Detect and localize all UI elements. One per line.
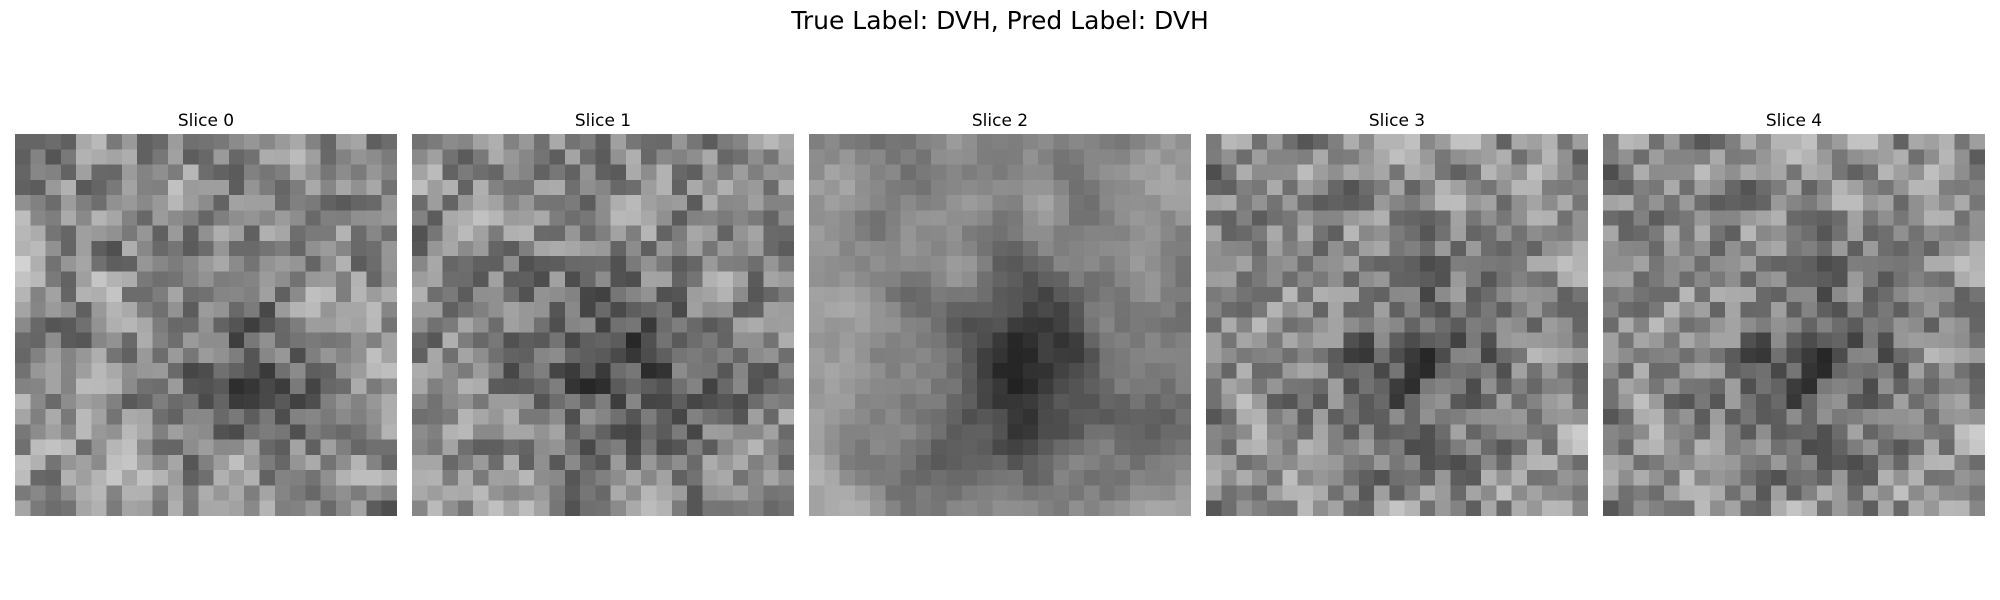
slice-panel-4: Slice 4 (1603, 108, 1985, 516)
slice-panel-1: Slice 1 (412, 108, 794, 516)
slice-title: Slice 4 (1765, 111, 1823, 131)
slice-image (1603, 134, 1985, 516)
slice-panel-2: Slice 2 (809, 108, 1191, 516)
slice-title: Slice 0 (177, 111, 235, 131)
slice-title: Slice 2 (971, 111, 1029, 131)
slice-panel-3: Slice 3 (1206, 108, 1588, 516)
slice-panel-0: Slice 0 (15, 108, 397, 516)
slice-title: Slice 3 (1368, 111, 1426, 131)
slice-image (1206, 134, 1588, 516)
slice-image (15, 134, 397, 516)
slice-title: Slice 1 (574, 111, 632, 131)
figure-title: True Label: DVH, Pred Label: DVH (791, 6, 1209, 35)
slice-image (412, 134, 794, 516)
slice-image (809, 134, 1191, 516)
